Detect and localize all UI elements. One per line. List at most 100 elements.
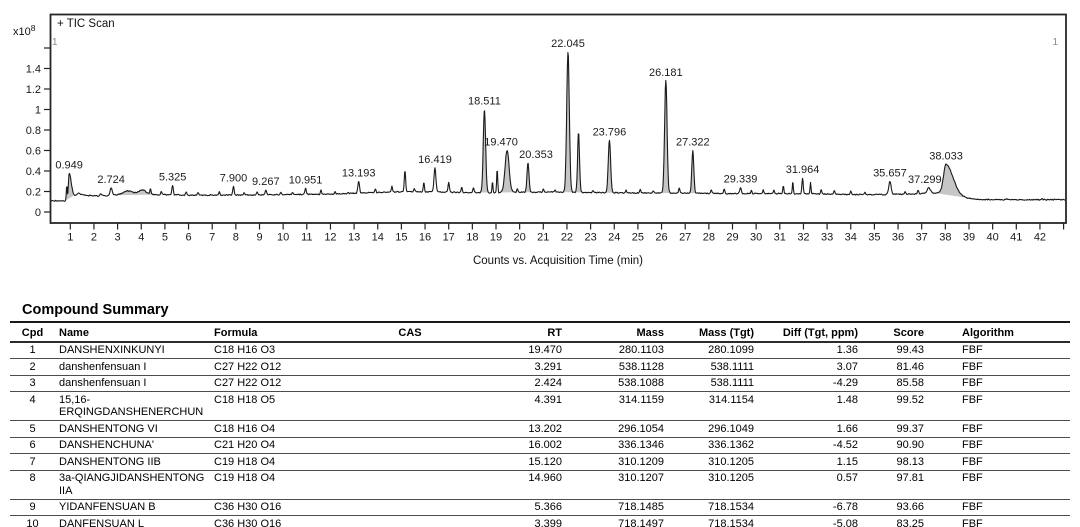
x-tick-label: 37 <box>916 232 928 244</box>
x-tick-label: 32 <box>797 232 809 244</box>
column-header-cpd: Cpd <box>21 326 44 339</box>
cell-alg: FBF <box>962 517 983 527</box>
cell-alg: FBF <box>962 422 983 435</box>
cell-formula: C27 H22 O12 <box>214 360 282 373</box>
cell-alg: FBF <box>962 393 983 406</box>
cell-mtgt: 280.1099 <box>708 344 754 356</box>
x-tick-label: 16 <box>419 232 431 244</box>
compound-summary-section: Compound Summary Cpd Name Formula CAS RT Mass… <box>10 300 1070 527</box>
peak-label: 19.470 <box>484 137 518 149</box>
cell-cas <box>340 437 480 454</box>
cell-rt: 4.391 <box>534 393 562 406</box>
cell-mtgt: 296.1049 <box>708 422 754 435</box>
column-header-mass: Mass <box>636 326 664 339</box>
cell-alg: FBF <box>962 472 983 484</box>
cell-score: 83.25 <box>896 517 924 527</box>
peak-label: 35.657 <box>873 167 907 179</box>
cell-mass: 280.1103 <box>618 344 664 356</box>
peak-fill <box>605 140 614 193</box>
x-tick-label: 7 <box>209 232 215 244</box>
compound-summary-table: Cpd Name Formula CAS RT Mass Mass (Tgt) Diff (T… <box>10 325 1070 527</box>
cell-cas <box>340 516 480 527</box>
cell-mass: 336.1346 <box>618 439 664 451</box>
x-tick-label: 40 <box>987 232 999 244</box>
cell-diff: -4.29 <box>832 377 858 389</box>
tic-trace <box>49 52 1066 202</box>
peak-label: 5.325 <box>159 171 187 183</box>
cell-formula: C36 H30 O16 <box>214 501 282 513</box>
cell-mtgt: 538.1111 <box>710 360 754 373</box>
cell-diff: -6.78 <box>832 501 858 513</box>
table-row: 1 DANSHENXINKUNYI C18 H16 O3 19.470 280.1103… <box>10 342 1070 359</box>
x-tick-label: 27 <box>679 232 691 244</box>
x-tick-label: 36 <box>892 232 904 244</box>
cell-cas <box>340 454 480 471</box>
column-header-formula: Formula <box>214 326 258 339</box>
cell-formula: C19 H18 O4 <box>214 472 276 484</box>
x-tick-label: 11 <box>301 232 312 244</box>
cell-cpd: 6 <box>29 439 36 451</box>
cell-diff: -5.08 <box>832 517 858 527</box>
x-tick-label: 12 <box>324 232 336 244</box>
cell-diff: 0.57 <box>836 472 858 484</box>
x-tick-label: 13 <box>348 232 360 244</box>
cell-formula: C36 H30 O16 <box>214 517 282 527</box>
cell-alg: FBF <box>962 344 983 356</box>
cell-score: 99.43 <box>896 344 924 356</box>
column-header-algorithm: Algorithm <box>962 326 1014 339</box>
x-tick-label: 19 <box>490 232 502 244</box>
cell-rt: 19.470 <box>528 344 562 356</box>
x-tick-label: 3 <box>115 232 121 244</box>
cell-cas <box>340 392 480 421</box>
cell-rt: 3.399 <box>534 517 562 527</box>
column-header-score: Score <box>893 326 924 339</box>
column-header-rt: RT <box>547 326 562 339</box>
table-row: 3 danshenfensuan I C27 H22 O12 2.424 538.108… <box>10 375 1070 392</box>
peak-fill <box>936 164 978 200</box>
table-row: 8 3a-QIANGJIDANSHENTONG IIA C19 H18 O4 14.9… <box>10 470 1070 499</box>
column-header-cas: CAS <box>398 326 422 339</box>
table-row: 4 15,16-ERQINGDANSHENERCHUN C18 H18 O5 4.39… <box>10 392 1070 421</box>
x-axis-title: Counts vs. Acquisition Time (min) <box>473 255 643 267</box>
table-row: 7 DANSHENTONG IIB C19 H18 O4 15.120 310.1209… <box>10 454 1070 471</box>
table-row: 2 danshenfensuan I C27 H22 O12 3.291 538.112… <box>10 359 1070 376</box>
cell-mass: 538.1088 <box>618 377 664 389</box>
cell-score: 85.58 <box>896 377 924 389</box>
chromatogram-dynamic-layer: 1 2 3 4 5 6 7 8 9 10 11 12 13 14 15 16 17 18 19 20 21 22 23 24 2… <box>26 38 1066 244</box>
cell-name: YIDANFENSUAN B <box>59 501 156 513</box>
cell-score: 90.90 <box>896 439 924 451</box>
cell-formula: C18 H16 O3 <box>214 344 276 356</box>
cell-cpd: 8 <box>29 472 36 484</box>
peak-fill <box>499 150 515 193</box>
cell-score: 99.37 <box>896 422 924 435</box>
x-tick-label: 35 <box>868 232 880 244</box>
cell-cas <box>340 421 480 438</box>
cell-rt: 16.002 <box>528 439 562 451</box>
cell-cpd: 9 <box>29 501 36 513</box>
x-tick-label: 31 <box>774 232 786 244</box>
cell-mtgt: 336.1362 <box>708 439 754 451</box>
x-tick-label: 18 <box>466 232 478 244</box>
cell-cas <box>340 359 480 376</box>
x-tick-label: 6 <box>185 232 191 244</box>
table-row: 5 DANSHENTONG VI C18 H16 O4 13.202 296.1054 2… <box>10 421 1070 438</box>
y-tick-label: 1.2 <box>26 84 41 96</box>
cell-cas <box>340 470 480 499</box>
cell-name: DANSHENXINKUNYI <box>59 344 165 356</box>
y-tick-label: 0.8 <box>26 125 41 137</box>
peak-fill <box>117 189 155 196</box>
cell-cpd: 7 <box>29 455 36 468</box>
x-tick-label: 8 <box>233 232 239 244</box>
x-tick-label: 5 <box>162 232 168 244</box>
cell-mtgt: 718.1534 <box>708 501 754 513</box>
y-tick-label: 0.4 <box>26 166 41 178</box>
cell-cpd: 3 <box>29 377 36 389</box>
cell-formula: C21 H20 O4 <box>214 439 276 451</box>
peak-label: 13.193 <box>342 167 376 179</box>
peak-label: 23.796 <box>593 126 627 138</box>
cell-mass: 718.1485 <box>618 501 664 513</box>
cell-rt: 14.960 <box>528 472 562 484</box>
cell-formula: C18 H18 O5 <box>214 393 276 406</box>
cell-mass: 314.1159 <box>618 393 664 406</box>
